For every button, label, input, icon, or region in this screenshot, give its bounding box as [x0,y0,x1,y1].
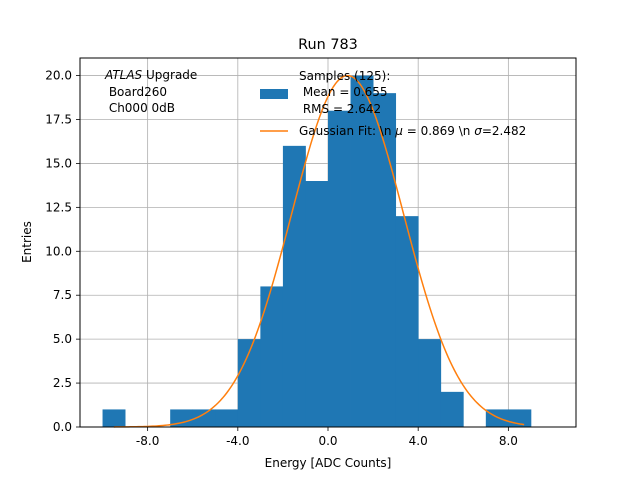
y-axis-label: Entries [20,221,34,263]
histogram-bar [350,75,374,428]
histogram-bar [395,216,419,427]
svg-text:ATLAS Upgrade: ATLAS Upgrade [104,68,197,82]
y-axis: 0.0 2.5 5.0 7.5 10.0 12.5 15.0 17.5 20.0 [45,69,80,434]
legend-samples: Samples (125): [299,69,390,83]
y-tick-label: 2.5 [53,376,72,390]
x-tick-label: 0.0 [318,434,337,448]
x-tick-label: -4.0 [226,434,249,448]
histogram-bar [328,110,351,427]
upgrade-label: Upgrade [142,68,197,82]
y-tick-label: 20.0 [45,69,72,83]
x-tick-label: 8.0 [499,434,518,448]
atlas-annotation: ATLAS Upgrade Board260 Ch000 0dB [104,68,197,115]
y-tick-label: 7.5 [53,288,72,302]
legend-rms: RMS = 2.642 [299,102,381,116]
legend-histogram-swatch [260,89,288,99]
legend-fit: Gaussian Fit: \n μ = 0.869 \n σ=2.482 [299,124,526,138]
histogram-bar [192,409,216,427]
histogram-bar [215,409,239,427]
histogram-bar [440,391,464,427]
legend: Samples (125): Mean = 0.655 RMS = 2.642 … [260,69,526,138]
legend-mean: Mean = 0.655 [299,85,388,99]
x-tick-label: -8.0 [136,434,159,448]
gaussian-fit [113,74,525,428]
board-label: Board260 [105,85,167,99]
histogram-bar [102,409,126,427]
x-axis: -8.0 -4.0 0.0 4.0 8.0 [136,427,518,448]
histogram-bar [373,93,397,428]
atlas-label: ATLAS [104,68,143,82]
histogram-bars [102,75,532,428]
legend-fit-prefix: Gaussian Fit: \n [299,124,395,138]
y-tick-label: 15.0 [45,156,72,170]
y-tick-label: 10.0 [45,244,72,258]
histogram-bar [305,181,329,427]
histogram-bar [418,339,442,427]
y-tick-label: 12.5 [45,200,72,214]
x-axis-label: Energy [ADC Counts] [265,456,392,470]
y-tick-label: 17.5 [45,113,72,127]
x-tick-label: 4.0 [409,434,428,448]
y-tick-label: 0.0 [53,420,72,434]
legend-fit-sigma: σ [474,124,482,138]
y-tick-label: 5.0 [53,332,72,346]
histogram-bar [237,339,261,427]
legend-fit-mu: μ [394,124,403,138]
histogram-bar [170,409,194,427]
legend-fit-suffix: =2.482 [482,124,526,138]
histogram-bar [282,145,306,427]
chart-title: Run 783 [298,37,358,53]
gaussian-fit-line [113,74,525,428]
histogram-bar [260,286,284,427]
channel-label: Ch000 0dB [105,101,175,115]
legend-fit-mid: = 0.869 \n [403,124,474,138]
